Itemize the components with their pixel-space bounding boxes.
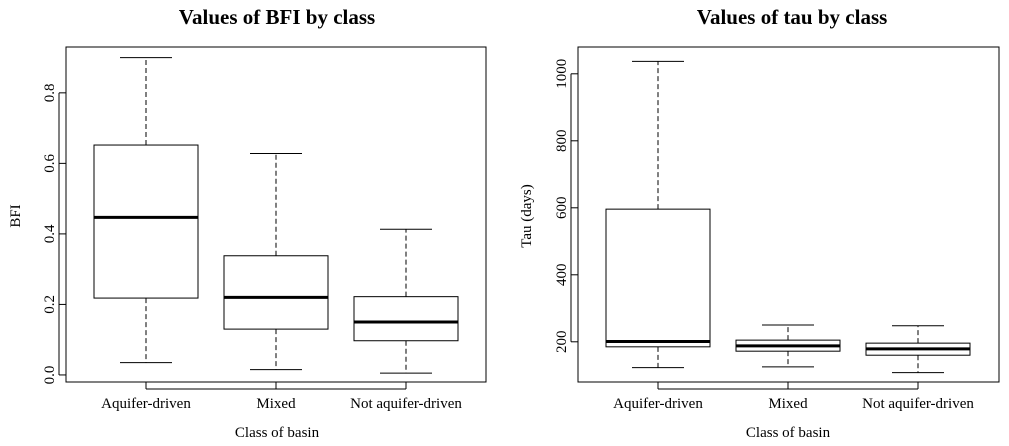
tau-y-tick-label: 400 (554, 264, 570, 287)
bfi-y-tick-label: 0.8 (42, 83, 58, 102)
tau-y-axis: 200 400 600 800 1000 (554, 59, 578, 353)
bfi-x-axis-label: Class of basin (235, 425, 320, 441)
tau-x-tick-label-not-aquifer-driven: Not aquifer-driven (862, 396, 974, 412)
tau-x-tick-label-mixed: Mixed (768, 396, 808, 412)
tau-aquifer-driven-box (605, 208, 711, 348)
tau-chart-title: Values of tau by class (697, 5, 888, 29)
bfi-aquifer-driven-box (93, 144, 199, 299)
bfi-x-tick-label-aquifer-driven: Aquifer-driven (101, 396, 191, 412)
tau-y-tick-label: 600 (554, 197, 570, 220)
bfi-x-tick-label-mixed: Mixed (256, 396, 296, 412)
bfi-boxes (93, 57, 459, 374)
bfi-y-tick-label: 0.4 (42, 224, 58, 243)
bfi-y-axis: 0.0 0.2 0.4 0.6 0.8 (42, 83, 66, 384)
tau-y-tick-label: 800 (554, 130, 570, 153)
bfi-y-tick-label: 0.2 (42, 295, 58, 314)
tau-x-axis: Aquifer-driven Mixed Not aquifer-driven (613, 382, 974, 412)
tau-y-axis-label: Tau (days) (519, 184, 535, 248)
tau-x-axis-label: Class of basin (746, 425, 831, 441)
bfi-x-tick-label-not-aquifer-driven: Not aquifer-driven (350, 396, 462, 412)
tau-x-tick-label-aquifer-driven: Aquifer-driven (613, 396, 703, 412)
bfi-chart-title: Values of BFI by class (179, 5, 375, 29)
tau-y-tick-label: 1000 (554, 59, 570, 89)
bfi-y-axis-label: BFI (8, 204, 24, 227)
bfi-y-tick-label: 0.0 (42, 366, 58, 385)
bfi-not-aquifer-driven-box (353, 296, 459, 342)
bfi-panel: Values of BFI by class 0.0 0.2 0.4 0.6 0.8 A… (8, 5, 487, 441)
tau-y-tick-label: 200 (554, 331, 570, 354)
bfi-x-axis: Aquifer-driven Mixed Not aquifer-driven (101, 382, 462, 412)
tau-panel: Values of tau by class 2004006008001000 … (519, 5, 1000, 441)
tau-boxes (605, 60, 971, 374)
bfi-y-tick-label: 0.6 (42, 153, 58, 172)
bfi-mixed-box (223, 255, 329, 330)
